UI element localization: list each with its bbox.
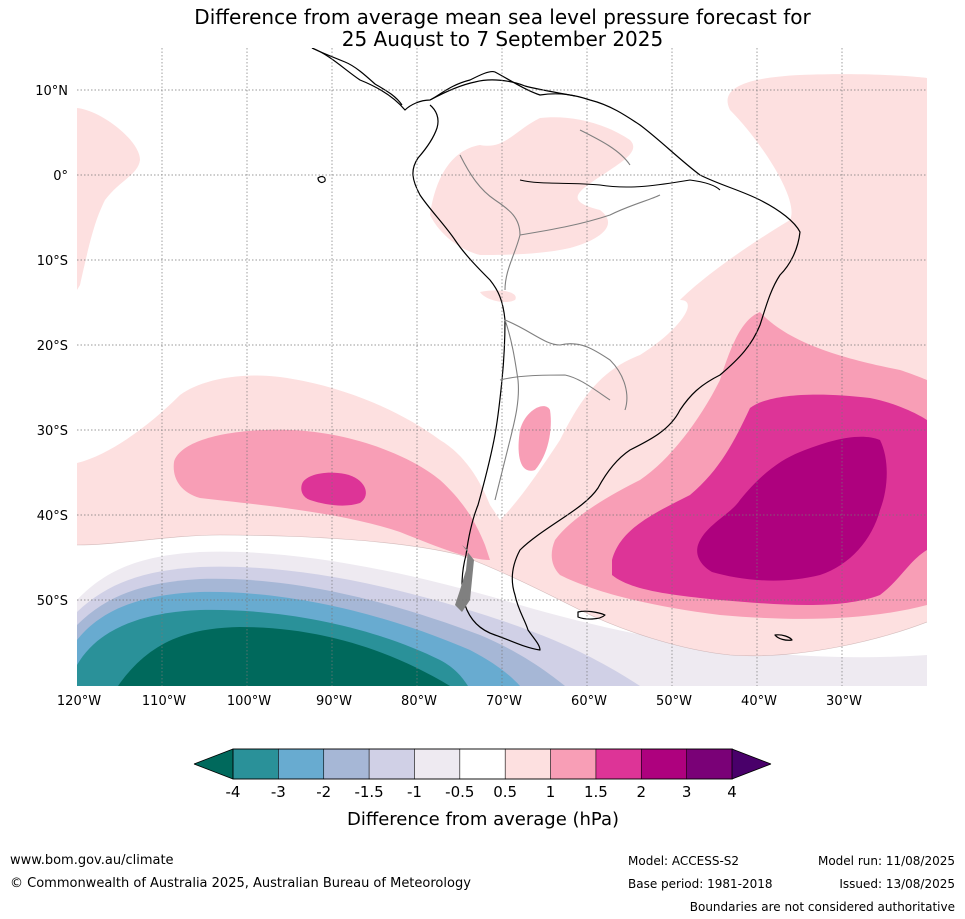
map-title-line-2: 25 August to 7 September 2025 xyxy=(341,27,664,51)
colorbar-tick-label: -1 xyxy=(407,783,422,801)
colorbar-swatch xyxy=(368,748,416,780)
lon-label: 50°W xyxy=(656,694,692,709)
lon-label: 110°W xyxy=(142,694,186,709)
anomaly-2-speck xyxy=(764,587,776,594)
galapagos xyxy=(317,175,326,184)
base-period-text: Base period: 1981-2018 xyxy=(628,877,773,891)
amazon-river xyxy=(519,179,721,191)
coastlines xyxy=(311,48,801,651)
colorbar-swatch xyxy=(550,748,597,780)
anomaly-west-pacific xyxy=(77,108,140,290)
caribbean-coast xyxy=(429,79,576,101)
colorbar-tick-label: 3 xyxy=(682,783,692,801)
south-georgia xyxy=(774,634,793,641)
lat-label: 40°S xyxy=(37,509,68,524)
colorbar-tick-label: 1 xyxy=(546,783,556,801)
longitude-labels: 120°W 110°W 100°W 90°W 80°W 70°W 60°W 50… xyxy=(57,694,862,709)
colorbar-swatch xyxy=(232,748,280,780)
colorbar-tick-label: 2 xyxy=(636,783,646,801)
anomaly-1-5-west xyxy=(301,472,366,506)
chile-archipelago xyxy=(455,545,474,612)
lat-label: 50°S xyxy=(37,594,68,609)
lat-label: 20°S xyxy=(37,339,68,354)
colorbar: -4 -3 -2 -1.5 -1 -0.5 0.5 1 1.5 2 3 4 Difference fr… xyxy=(193,748,772,830)
colorbar-tick-label: -1.5 xyxy=(354,783,383,801)
anomaly-north-continent-2 xyxy=(480,290,516,303)
website-link[interactable]: www.bom.gov.au/climate xyxy=(10,853,174,868)
colorbar-tick-label: 4 xyxy=(727,783,737,801)
map-area xyxy=(77,48,927,686)
colorbar-tick-label: -2 xyxy=(316,783,331,801)
colorbar-frame xyxy=(232,748,733,780)
colorbar-tick-label: -3 xyxy=(271,783,286,801)
central-america-coast xyxy=(311,48,403,106)
lon-label: 60°W xyxy=(571,694,607,709)
latitude-labels: 10°N 0° 10°S 20°S 30°S 40°S 50°S xyxy=(35,84,68,609)
lat-label: 10°S xyxy=(37,254,68,269)
colorbar-tick-label: -0.5 xyxy=(445,783,474,801)
lat-label: 30°S xyxy=(37,424,68,439)
colorbar-over-arrow xyxy=(732,749,771,779)
colorbar-swatch xyxy=(278,748,325,780)
colorbar-swatch xyxy=(504,748,552,780)
colorbar-swatch xyxy=(686,748,733,780)
model-run-text: Model run: 11/08/2025 xyxy=(817,854,955,868)
anomaly-2-core xyxy=(697,436,887,581)
colorbar-swatch xyxy=(595,748,643,780)
colorbar-swatch xyxy=(459,748,506,780)
colorbar-swatch xyxy=(323,748,370,780)
lon-label: 30°W xyxy=(826,694,862,709)
contour-line xyxy=(77,534,927,657)
anomaly-north-continent xyxy=(430,117,634,255)
falklands xyxy=(577,610,606,620)
lon-label: 90°W xyxy=(316,694,352,709)
colorbar-under-arrow xyxy=(194,749,233,779)
copyright-text: © Commonwealth of Australia 2025, Austra… xyxy=(10,876,471,891)
map-title-line-1: Difference from average mean sea level p… xyxy=(194,5,811,29)
anomaly-1-inland xyxy=(518,406,551,471)
colorbar-label: Difference from average (hPa) xyxy=(347,809,619,830)
lon-label: 100°W xyxy=(227,694,271,709)
anomaly-band-minus-4 xyxy=(118,627,450,686)
lon-label: 120°W xyxy=(57,694,101,709)
lon-label: 80°W xyxy=(401,694,437,709)
disclaimer-text: Boundaries are not considered authoritat… xyxy=(689,900,955,914)
colorbar-tick-label: 1.5 xyxy=(584,783,608,801)
lon-label: 40°W xyxy=(741,694,777,709)
lat-label: 0° xyxy=(53,169,68,184)
graticule xyxy=(77,48,927,686)
colorbar-swatches xyxy=(232,748,733,780)
colorbar-swatch xyxy=(414,748,461,780)
colorbar-swatch xyxy=(640,748,688,780)
colorbar-tick-labels: -4 -3 -2 -1.5 -1 -0.5 0.5 1 1.5 2 3 4 xyxy=(226,783,737,801)
model-text: Model: ACCESS-S2 xyxy=(628,854,740,868)
issued-text: Issued: 13/08/2025 xyxy=(839,877,955,891)
colorbar-tick-label: 0.5 xyxy=(493,783,517,801)
south-america-coast xyxy=(311,48,801,651)
colorbar-tick-label: -4 xyxy=(226,783,241,801)
lat-label: 10°N xyxy=(35,84,68,99)
lon-label: 70°W xyxy=(486,694,522,709)
